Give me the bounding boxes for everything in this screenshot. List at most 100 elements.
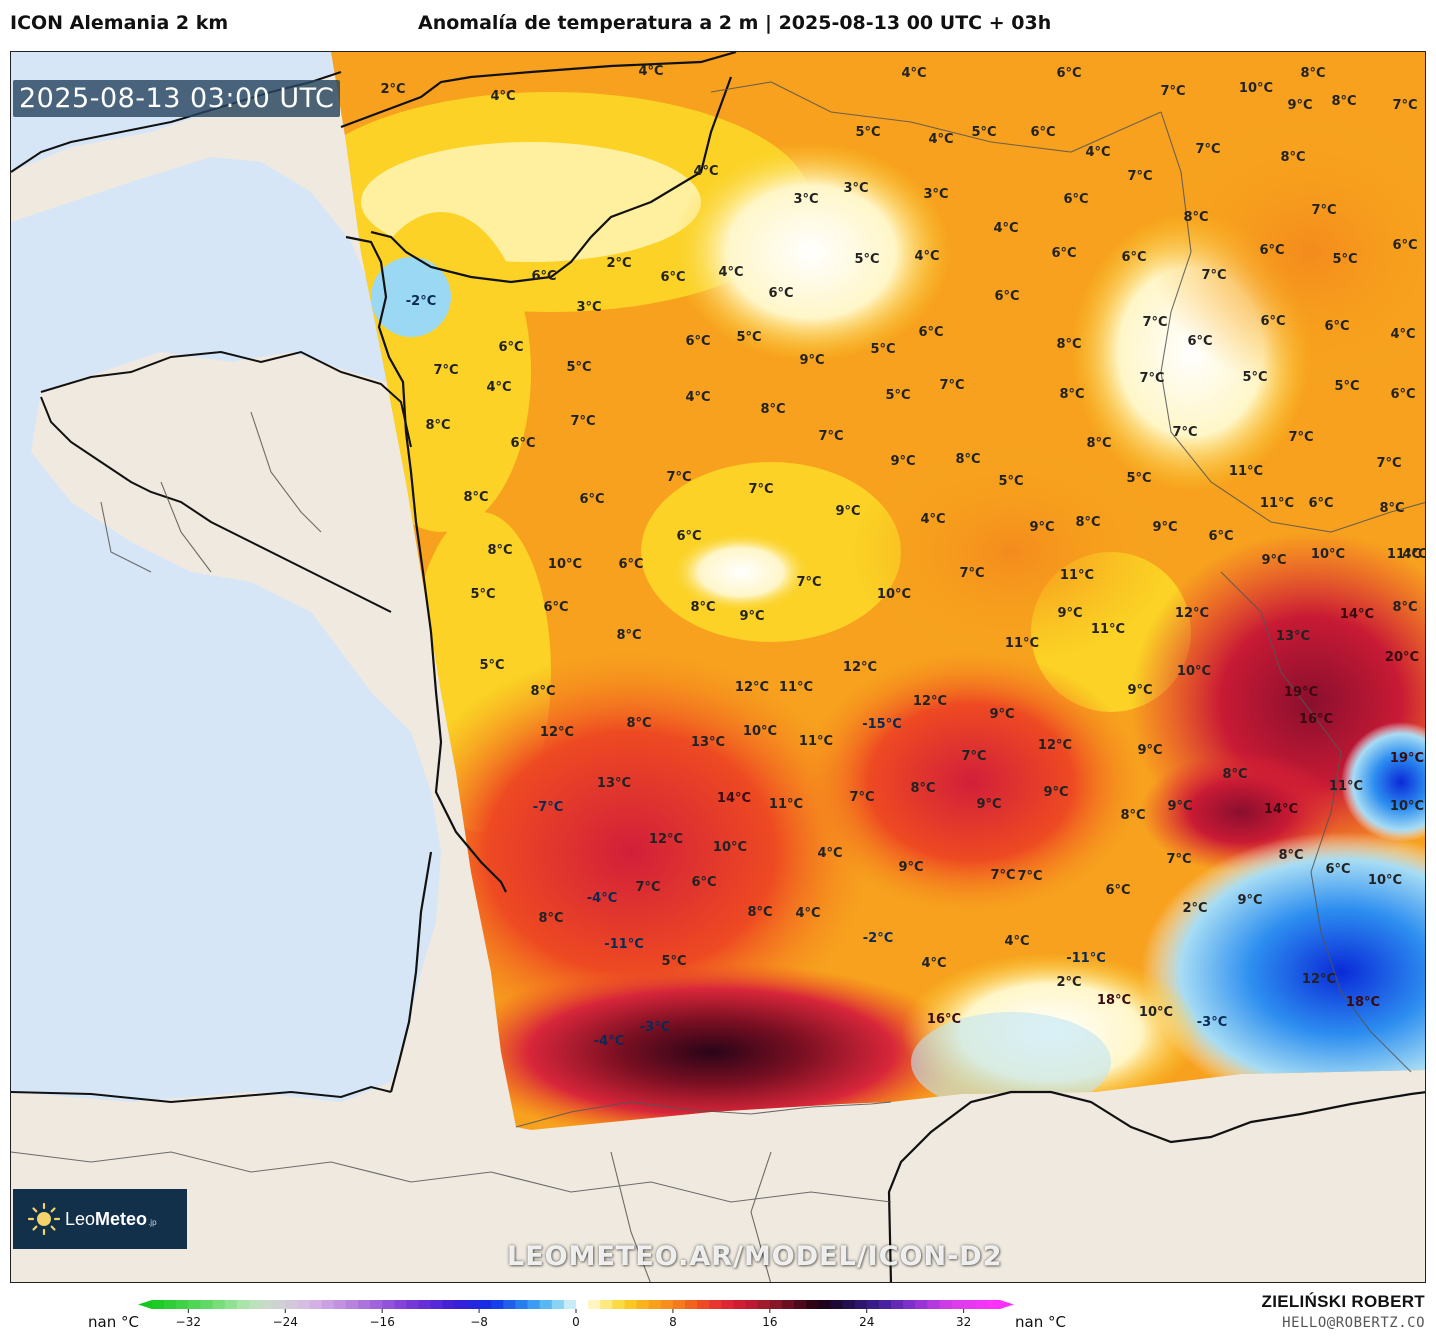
temperature-label: 6°C [1187, 334, 1212, 349]
colorbar-cell [454, 1300, 468, 1309]
temperature-label: 13°C [597, 776, 631, 791]
colorbar-cell [248, 1300, 262, 1309]
temperature-label: 5°C [885, 388, 910, 403]
temperature-label: 3°C [576, 300, 601, 315]
temperature-label: 6°C [685, 334, 710, 349]
temperature-label: -11°C [604, 937, 644, 952]
temperature-labels: 4°C 4°C 2°C 4°C 6°C 8°C 7°C 10°C 9°C 8°C 7°C 5°C 5°C… [380, 64, 1426, 1049]
colorbar-tick-label: 0 [572, 1315, 580, 1329]
temperature-label: 6°C [510, 436, 535, 451]
colorbar-cell [733, 1300, 747, 1309]
temperature-label: 8°C [463, 490, 488, 505]
temperature-label: 6°C [994, 289, 1019, 304]
author-email[interactable]: HELLO@ROBERTZ.CO [1282, 1315, 1425, 1331]
temperature-label: 8°C [616, 628, 641, 643]
colorbar-cell [479, 1300, 492, 1309]
temperature-label: -11°C [1066, 951, 1106, 966]
temperature-label: 5°C [479, 658, 504, 673]
temperature-label: 8°C [1086, 436, 1111, 451]
temperature-label: 4°C [490, 89, 515, 104]
temperature-label: 7°C [570, 414, 595, 429]
colorbar-cell [588, 1300, 601, 1309]
temperature-label: 11°C [769, 797, 803, 812]
temperature-label: 9°C [890, 454, 915, 469]
colorbar-cell [866, 1300, 880, 1309]
colorbar-cell [878, 1300, 892, 1309]
temperature-label: 10°C [1390, 799, 1424, 814]
colorbar-tick-label: 24 [859, 1315, 874, 1329]
colorbar-tick-label: 32 [956, 1315, 971, 1329]
temperature-label: 14°C [1264, 802, 1298, 817]
temperature-label: 16°C [927, 1012, 961, 1027]
temperature-label: 6°C [1121, 250, 1146, 265]
temperature-label: 5°C [1126, 471, 1151, 486]
colorbar-cell [806, 1300, 819, 1309]
coastline-atlantic [345, 235, 507, 1093]
temperature-label: 5°C [470, 587, 495, 602]
temperature-label: 4°C [921, 956, 946, 971]
logo-name-light: Leo [65, 1208, 96, 1229]
temperature-label: 6°C [618, 557, 643, 572]
colorbar-tick-label: 16 [762, 1315, 777, 1329]
coastline-med [887, 1090, 1425, 1282]
temperature-label: 10°C [713, 840, 747, 855]
temperature-label: 6°C [918, 325, 943, 340]
colorbar-cell [200, 1300, 214, 1309]
coastline-north [340, 52, 737, 129]
temperature-label: 12°C [1175, 606, 1209, 621]
colorbar-cell [406, 1300, 420, 1309]
temperature-label: 7°C [635, 880, 660, 895]
temperature-label: 9°C [799, 353, 824, 368]
temperature-label: 8°C [1075, 515, 1100, 530]
temperature-label: 6°C [1063, 192, 1088, 207]
temperature-label: 8°C [1056, 337, 1081, 352]
temperature-label: 12°C [735, 680, 769, 695]
sun-icon [27, 1202, 61, 1236]
temperature-label: 12°C [1302, 972, 1336, 987]
temperature-label: 20°C [1385, 650, 1419, 665]
temperature-label: 12°C [913, 694, 947, 709]
temperature-label: 7°C [1160, 84, 1185, 99]
temperature-label: 4°C [928, 132, 953, 147]
temperature-label: 7°C [1201, 268, 1226, 283]
temperature-label: 9°C [1043, 785, 1068, 800]
colorbar-cell [236, 1300, 250, 1309]
temperature-label: 9°C [1137, 743, 1162, 758]
temperature-label: 4°C [1402, 547, 1426, 562]
colorbar-cell [975, 1300, 989, 1309]
temperature-label: 11°C [799, 734, 833, 749]
temperature-label: 6°C [1030, 125, 1055, 140]
temperature-label: 7°C [1127, 169, 1152, 184]
temperature-label: 9°C [1167, 799, 1192, 814]
temperature-label: 4°C [993, 221, 1018, 236]
logo-tld: .jp [148, 1217, 157, 1227]
temperature-label: 4°C [901, 66, 926, 81]
colorbar-cell [697, 1300, 710, 1309]
anomaly-map: 4°C 4°C 2°C 4°C 6°C 8°C 7°C 10°C 9°C 8°C 7°C 5°C 5°C… [11, 52, 1426, 1282]
temperature-label: 10°C [1177, 664, 1211, 679]
temperature-label: 6°C [1324, 319, 1349, 334]
temperature-label: 3°C [843, 181, 868, 196]
colorbar-cell [176, 1300, 189, 1309]
temperature-label: 11°C [779, 680, 813, 695]
temperature-label: 13°C [1276, 629, 1310, 644]
temperature-label: 7°C [1142, 315, 1167, 330]
temperature-label: 5°C [971, 125, 996, 140]
temperature-label: 7°C [818, 429, 843, 444]
leometeo-logo[interactable]: LeoMeteo.jp [13, 1189, 187, 1249]
temperature-label: 2°C [1182, 901, 1207, 916]
temperature-label: 8°C [1278, 848, 1303, 863]
temperature-label: 9°C [1029, 520, 1054, 535]
colorbar-arrow-left [138, 1300, 152, 1309]
temperature-label: 7°C [1376, 456, 1401, 471]
colorbar-cell [357, 1300, 371, 1309]
temperature-label: 12°C [1038, 738, 1072, 753]
temperature-label: 6°C [676, 529, 701, 544]
temperature-label: 8°C [1392, 600, 1417, 615]
colorbar-cell [600, 1300, 613, 1309]
colorbar-cell [818, 1300, 831, 1309]
valid-time-badge: 2025-08-13 03:00 UTC [13, 80, 341, 117]
temperature-label: 7°C [1392, 98, 1417, 113]
temperature-label: 10°C [743, 724, 777, 739]
temperature-field [331, 52, 1425, 1130]
